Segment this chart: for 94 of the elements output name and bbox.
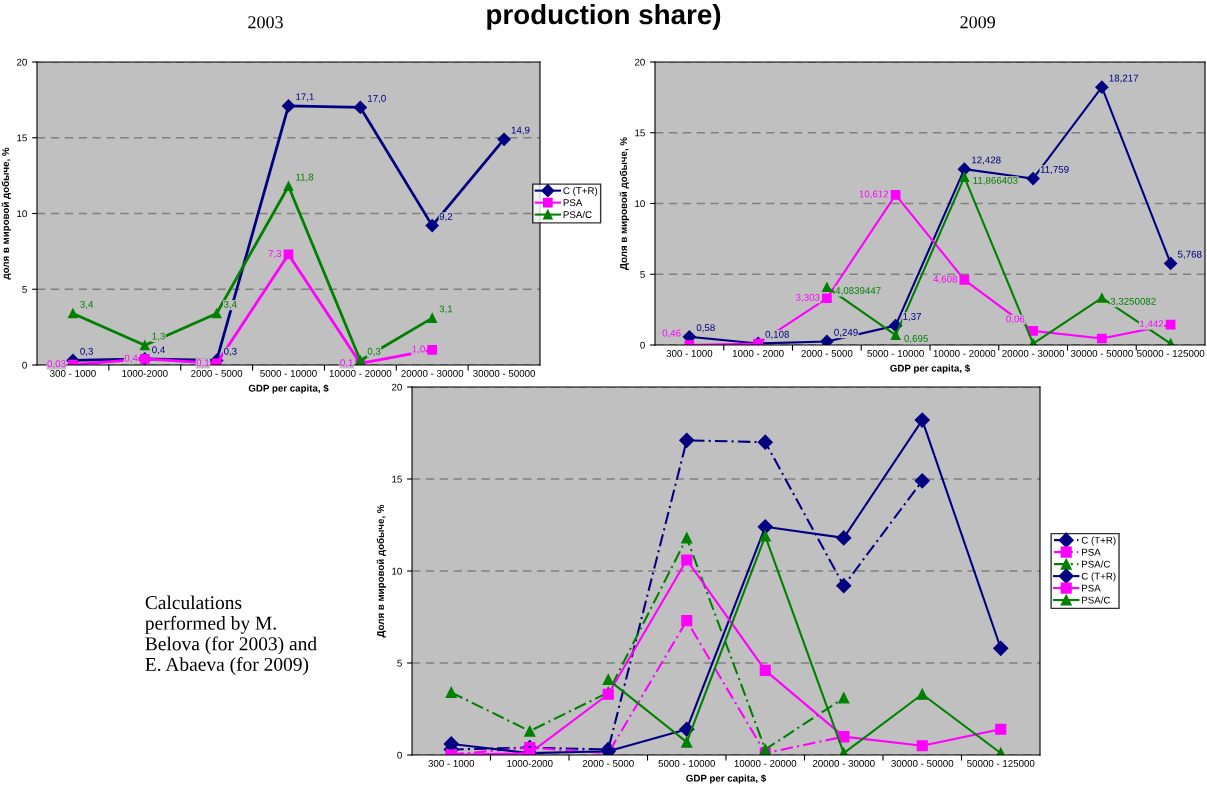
x-tick-label: 20000 - 30000 — [812, 759, 875, 767]
x-axis-title: GDP per capita, $ — [248, 384, 329, 394]
data-label: 17,1 — [296, 93, 314, 102]
data-label: 0,1 — [196, 359, 210, 368]
legend-label: PSA/C — [1082, 596, 1111, 604]
data-label: 0,108 — [765, 330, 789, 339]
y-tick-label: 10 — [392, 567, 402, 575]
x-tick-label: 2000 - 5000 — [582, 759, 634, 767]
data-label: 0,1 — [340, 359, 353, 368]
data-label: 0,3 — [80, 347, 93, 356]
data-label: 11,8 — [296, 173, 314, 182]
x-tick-label: 10000 - 20000 — [329, 369, 392, 377]
x-tick-label: 50000 - 125000 — [967, 759, 1035, 767]
y-tick-label: 0 — [397, 751, 402, 759]
x-tick-label: 5000 - 10000 — [658, 759, 716, 767]
x-tick-label: 1000-2000 — [507, 759, 553, 767]
data-label: 10,612 — [859, 190, 889, 199]
y-tick-label: 15 — [392, 475, 402, 483]
y-tick-label: 15 — [17, 134, 27, 142]
data-label: 5,768 — [1177, 250, 1202, 259]
text: production share) — [487, 3, 721, 30]
annotation: 0,46 — [662, 329, 681, 338]
data-label: 3,3250082 — [1110, 297, 1156, 306]
y-tick-label: 10 — [17, 210, 27, 218]
y-tick-label: 0 — [640, 341, 645, 349]
annotation: 0,06 — [1006, 315, 1025, 324]
data-label: 4,0839447 — [835, 287, 881, 296]
data-label: 1,0 — [412, 345, 425, 354]
x-tick-label: 1000 - 2000 — [732, 349, 784, 357]
data-label: 9,2 — [439, 213, 453, 222]
data-label: 4,608 — [933, 275, 958, 284]
x-tick-label: 2000 - 5000 — [801, 349, 853, 357]
legend-label: C (T+R) — [1081, 536, 1116, 546]
y-tick-label: 5 — [397, 659, 402, 667]
legend-label: PSA — [1082, 584, 1101, 592]
x-axis-title: GDP per capita, $ — [686, 774, 767, 784]
y-axis-title: доля в мировой добыче, % — [1, 147, 11, 280]
legend-label: PSA/C — [1082, 560, 1111, 568]
data-label: 1,442 — [1140, 320, 1164, 329]
x-tick-label: 300 - 1000 — [666, 349, 713, 357]
x-tick-label: 10000 - 20000 — [734, 759, 797, 767]
x-tick-label: 5000 - 10000 — [260, 369, 317, 377]
data-label: 0,03 — [47, 360, 66, 369]
data-label: 1,3 — [152, 332, 165, 341]
x-tick-label: 30000 - 50000 — [891, 759, 954, 767]
data-label: 14,9 — [511, 126, 530, 135]
text: 2003 — [248, 16, 283, 29]
data-label: 3,4 — [223, 300, 237, 309]
y-axis-title: Доля в мировой добыче, % — [619, 137, 629, 270]
data-label: 0,695 — [904, 335, 928, 344]
data-label: 12,428 — [972, 156, 1001, 165]
data-label: 11,759 — [1040, 166, 1069, 175]
data-label: 17,0 — [368, 94, 386, 103]
y-tick-label: 5 — [640, 271, 645, 278]
y-tick-label: 20 — [16, 58, 27, 66]
data-label: 0,249 — [834, 328, 858, 337]
legend-label: PSA — [563, 199, 583, 207]
x-tick-label: 20000 - 30000 — [1002, 349, 1065, 357]
y-tick-label: 20 — [391, 383, 402, 391]
y-tick-label: 15 — [635, 129, 645, 137]
data-label: 3,1 — [439, 305, 453, 314]
data-label: 3,303 — [795, 293, 820, 303]
y-tick-label: 5 — [22, 286, 27, 293]
data-label: 0,4 — [124, 354, 138, 363]
x-tick-label: 1000-2000 — [122, 369, 168, 377]
x-tick-label: 10000 - 20000 — [933, 349, 996, 357]
data-label: 0,58 — [696, 324, 715, 333]
text: Calculations performed by M. Belova (for 2003) and E. Abaeva (for 2009) — [145, 595, 317, 675]
data-label: 0,4 — [152, 346, 165, 355]
y-tick-label: 0 — [22, 361, 27, 369]
x-tick-label: 300 - 1000 — [428, 759, 475, 767]
x-tick-label: 50000 - 125000 — [1136, 349, 1205, 357]
x-tick-label: 30000 - 50000 — [473, 369, 536, 377]
x-tick-label: 5000 - 10000 — [867, 349, 924, 357]
legend-label: C (T+R) — [1081, 572, 1116, 582]
data-label: 18,217 — [1109, 74, 1139, 83]
text: 2009 — [960, 16, 995, 29]
data-label: 0,3 — [367, 347, 381, 356]
x-tick-label: 30000 - 50000 — [1070, 349, 1133, 357]
y-tick-label: 10 — [635, 200, 645, 208]
legend-label: PSA — [1082, 548, 1101, 556]
x-axis-title: GDP per capita, $ — [890, 364, 971, 374]
x-tick-label: 2000 - 5000 — [191, 369, 243, 377]
data-label: 11,866403 — [973, 176, 1018, 186]
data-label: 3,4 — [80, 300, 94, 309]
y-axis-title: Доля в мировой добыче, % — [376, 504, 386, 638]
x-tick-label: 300 - 1000 — [50, 369, 96, 377]
legend-label: PSA/C — [563, 210, 592, 219]
data-label: 7,3 — [268, 250, 282, 259]
data-label: 0,3 — [223, 347, 237, 356]
legend-label: C (T+R) — [563, 186, 598, 197]
data-label: 1,37 — [903, 313, 921, 322]
x-tick-label: 20000 - 30000 — [401, 369, 464, 377]
y-tick-label: 20 — [634, 58, 645, 66]
